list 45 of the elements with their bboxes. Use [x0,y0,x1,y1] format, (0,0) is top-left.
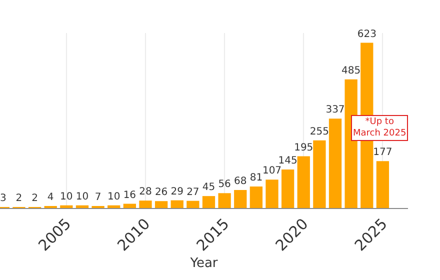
bar [281,170,294,208]
data-label: 10 [60,191,73,202]
data-label: 107 [262,166,282,177]
annotation: *Up to March 2025 [353,117,406,139]
data-label: 26 [154,187,168,198]
data-label: 45 [202,182,216,194]
data-label: 10 [76,191,89,202]
data-label: 4 [47,192,54,203]
data-label: 485 [342,65,361,76]
bar [108,205,120,208]
data-label: 623 [357,28,376,40]
bar [218,193,231,208]
data-label: 195 [294,142,314,154]
bar [202,196,216,208]
bar [154,201,168,208]
data-label: 3 [0,193,6,204]
data-label: 28 [139,186,152,198]
data-label: 81 [250,172,263,184]
data-label: 7 [94,192,102,203]
data-label: 337 [326,104,345,116]
x-axis-title: Year [189,256,218,272]
bar [186,200,200,208]
data-label: 68 [234,176,247,187]
bar [170,200,184,208]
data-label: 56 [218,179,231,190]
bar [297,156,310,208]
bar [250,186,263,208]
data-label: 255 [310,126,329,138]
data-label: 145 [278,156,298,167]
bar [328,118,342,208]
bar [123,204,136,208]
bar [313,140,326,208]
data-label: 177 [373,147,392,158]
bar [76,205,89,208]
bar [234,190,247,208]
bar [376,161,390,208]
bar [60,205,73,208]
data-label: 29 [170,186,184,198]
data-label: 2 [32,193,38,204]
bar [266,180,278,208]
data-label: 16 [123,190,136,201]
data-label: 2 [16,193,22,204]
data-label: 10 [107,191,120,202]
data-label: 27 [186,186,200,198]
bar [139,200,152,208]
